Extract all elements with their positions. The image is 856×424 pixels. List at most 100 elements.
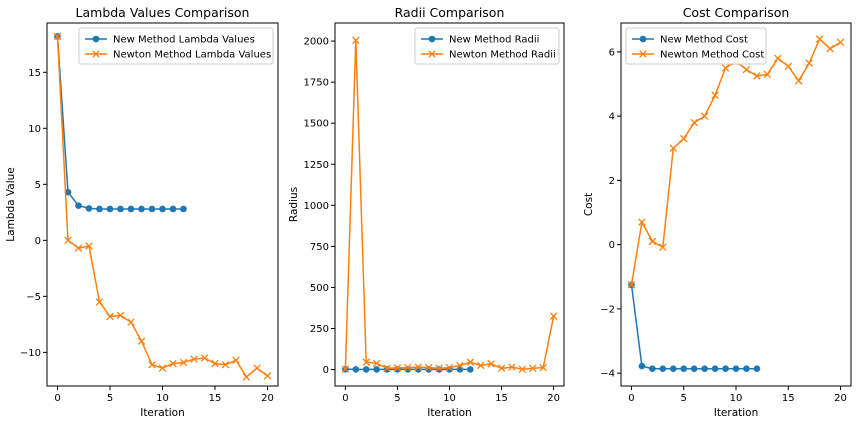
data-point (659, 243, 667, 251)
data-point (711, 91, 719, 100)
data-point (638, 218, 646, 226)
data-point (106, 312, 114, 321)
legend-marker (428, 35, 436, 43)
y-tick-label: 2 (609, 176, 615, 187)
data-point (467, 366, 474, 373)
x-tick-label: 5 (681, 393, 687, 404)
chart-title: Lambda Values Comparison (76, 5, 250, 20)
data-point (85, 242, 93, 250)
data-point (701, 365, 708, 372)
legend-label: Newton Method Cost (660, 50, 764, 61)
x-tick-label: 15 (209, 393, 222, 404)
data-point (700, 112, 709, 120)
y-tick-label: 500 (310, 283, 329, 294)
plot-frame (46, 22, 279, 387)
y-tick-label: 0 (323, 365, 329, 376)
data-point (85, 205, 93, 212)
data-point (690, 365, 698, 372)
x-tick-label: 0 (628, 393, 634, 404)
data-point (753, 72, 761, 80)
data-point (424, 363, 433, 372)
y-tick-label: 1750 (304, 78, 329, 89)
data-point (169, 359, 177, 368)
series-newton-method (627, 35, 845, 289)
subplot-1: Lambda Values Comparison 0 5 10 15 20 −10 −5 0 5 1… (5, 5, 279, 419)
x-tick-label: 0 (342, 393, 348, 404)
data-point (74, 244, 83, 252)
y-tick-label: 15 (28, 68, 41, 79)
data-point (127, 318, 135, 326)
data-point (362, 366, 370, 373)
y-tick-label: −4 (600, 369, 615, 380)
data-point (190, 355, 198, 363)
data-point (539, 363, 547, 372)
x-axis-label: Iteration (714, 407, 759, 419)
legend-label: Newton Method Lambda Values (113, 50, 271, 61)
x-tick-label: 10 (156, 393, 169, 404)
data-point (680, 365, 688, 372)
data-point (836, 38, 845, 47)
y-tick-label: 0 (35, 236, 41, 247)
data-point (169, 205, 177, 213)
data-point (763, 70, 772, 79)
data-point (106, 205, 114, 213)
x-axis-label: Iteration (140, 407, 185, 419)
data-point (669, 365, 677, 372)
y-tick-label: 5 (35, 180, 41, 191)
y-tick-label: 1000 (304, 201, 329, 212)
y-tick-label: 250 (310, 324, 329, 335)
x-tick-label: 0 (54, 393, 60, 404)
data-point (253, 364, 261, 372)
data-point (117, 205, 124, 213)
data-point (679, 134, 688, 143)
data-point (784, 62, 793, 71)
y-tick-label: −2 (600, 304, 615, 315)
subplot-2: Radii Comparison 0 5 10 15 20 0 250 500 750 1000 12… (288, 5, 565, 419)
data-point (372, 359, 381, 368)
data-point (148, 205, 156, 213)
legend-marker (92, 35, 100, 43)
data-point (159, 205, 166, 213)
legend: New Method Lambda Values Newton Method La… (78, 27, 274, 65)
data-point (435, 366, 443, 373)
x-tick-label: 20 (261, 393, 274, 404)
data-point (815, 35, 824, 43)
data-point (64, 236, 72, 245)
data-point (242, 373, 251, 381)
legend-box (625, 27, 767, 65)
plot-frame (334, 22, 565, 387)
data-point (96, 205, 103, 213)
legend-marker (639, 35, 647, 43)
data-point (95, 298, 104, 306)
data-point (341, 365, 350, 374)
legend-marker (92, 50, 100, 58)
data-point (648, 237, 657, 246)
series-line (630, 284, 757, 370)
data-point (137, 337, 146, 345)
y-tick-label: −5 (26, 292, 41, 303)
data-point (627, 281, 636, 289)
legend: New Method Radii Newton Method Radii (414, 27, 560, 65)
data-point (445, 363, 454, 372)
x-tick-label: 20 (547, 393, 560, 404)
x-tick-label: 5 (394, 393, 400, 404)
data-point (435, 364, 443, 373)
data-point (518, 365, 527, 374)
data-point (180, 205, 187, 213)
legend-marker (639, 50, 647, 58)
data-point (148, 360, 156, 369)
legend-box (78, 27, 274, 65)
legend-label: Newton Method Radii (449, 50, 556, 61)
data-point (116, 311, 125, 320)
y-tick-label: 1250 (304, 160, 329, 171)
legend: New Method Cost Newton Method Cost (625, 27, 767, 65)
y-tick-label: 6 (609, 47, 615, 58)
data-point (659, 365, 667, 372)
legend-label: New Method Radii (449, 35, 539, 46)
chart-title: Cost Comparison (683, 5, 790, 20)
data-point (393, 364, 402, 372)
chart-title: Radii Comparison (395, 5, 505, 20)
data-point (476, 361, 485, 370)
y-tick-label: −10 (20, 348, 41, 359)
x-axis-label: Iteration (427, 407, 472, 419)
